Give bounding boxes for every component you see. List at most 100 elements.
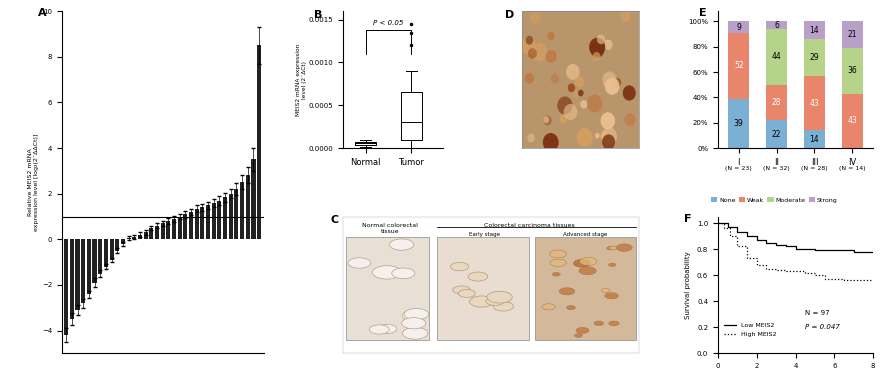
- Text: Early stage: Early stage: [469, 231, 500, 237]
- Bar: [223, 197, 228, 239]
- Circle shape: [613, 78, 621, 87]
- Circle shape: [605, 293, 618, 299]
- Circle shape: [527, 134, 534, 142]
- Circle shape: [609, 321, 619, 326]
- Bar: [228, 194, 233, 239]
- Bar: [109, 239, 114, 260]
- Bar: [70, 239, 74, 319]
- Circle shape: [624, 113, 636, 126]
- Circle shape: [617, 244, 632, 251]
- Bar: [804, 39, 825, 76]
- Bar: [235, 189, 238, 239]
- Circle shape: [487, 291, 512, 303]
- Circle shape: [451, 262, 468, 271]
- Circle shape: [530, 12, 541, 24]
- Text: 39: 39: [734, 119, 744, 128]
- Bar: [212, 203, 216, 239]
- Circle shape: [602, 134, 615, 150]
- Bar: [166, 221, 170, 239]
- Circle shape: [575, 76, 585, 87]
- Circle shape: [607, 246, 614, 250]
- Bar: [804, 76, 825, 130]
- Text: 21: 21: [848, 30, 857, 39]
- Text: A: A: [38, 8, 46, 18]
- Circle shape: [589, 38, 605, 57]
- Bar: [172, 219, 176, 239]
- Text: Colorectal carcinoma tissues: Colorectal carcinoma tissues: [484, 223, 575, 228]
- Text: (N = 28): (N = 28): [801, 166, 828, 171]
- Text: P < 0.05: P < 0.05: [373, 20, 404, 26]
- Circle shape: [602, 71, 617, 88]
- Circle shape: [602, 288, 610, 292]
- Circle shape: [401, 318, 426, 329]
- Bar: [766, 85, 787, 120]
- Bar: [149, 228, 153, 239]
- Circle shape: [459, 289, 475, 297]
- Circle shape: [605, 77, 619, 95]
- Circle shape: [576, 327, 589, 333]
- Circle shape: [348, 258, 370, 268]
- Circle shape: [620, 10, 631, 22]
- Circle shape: [452, 286, 470, 294]
- Text: N = 97: N = 97: [805, 310, 829, 316]
- Circle shape: [587, 94, 602, 112]
- Circle shape: [564, 104, 578, 120]
- Text: 28: 28: [772, 98, 781, 107]
- Bar: [842, 48, 863, 93]
- Bar: [155, 226, 159, 239]
- Circle shape: [392, 268, 415, 279]
- Bar: [766, 120, 787, 148]
- Bar: [81, 239, 86, 303]
- Text: Normal colorectal
tissue: Normal colorectal tissue: [362, 223, 418, 234]
- Circle shape: [548, 32, 555, 40]
- Circle shape: [577, 128, 593, 147]
- Bar: [144, 232, 148, 239]
- Text: E: E: [699, 9, 706, 19]
- Bar: [98, 239, 102, 273]
- Circle shape: [546, 50, 557, 63]
- Circle shape: [568, 83, 575, 92]
- Bar: [804, 130, 825, 148]
- Bar: [437, 237, 529, 340]
- Circle shape: [542, 133, 558, 152]
- Bar: [842, 93, 863, 148]
- Circle shape: [528, 48, 537, 59]
- Circle shape: [591, 42, 604, 58]
- Circle shape: [566, 305, 575, 310]
- Text: 43: 43: [848, 116, 857, 125]
- Bar: [206, 205, 210, 239]
- Circle shape: [602, 127, 617, 145]
- Text: B: B: [314, 10, 323, 20]
- Circle shape: [404, 308, 429, 320]
- Circle shape: [579, 257, 597, 266]
- Bar: [161, 223, 165, 239]
- Bar: [346, 237, 429, 340]
- Circle shape: [609, 246, 617, 250]
- Circle shape: [559, 115, 567, 124]
- Circle shape: [609, 263, 616, 266]
- Bar: [200, 207, 205, 239]
- Circle shape: [579, 267, 596, 275]
- Bar: [842, 21, 863, 48]
- Bar: [195, 209, 198, 239]
- Circle shape: [389, 239, 414, 250]
- Bar: [116, 239, 119, 251]
- Circle shape: [543, 116, 552, 126]
- Text: (N = 32): (N = 32): [763, 166, 790, 171]
- Text: Advanced stage: Advanced stage: [564, 231, 608, 237]
- Circle shape: [566, 64, 579, 80]
- Text: 36: 36: [848, 66, 857, 75]
- Circle shape: [594, 321, 603, 326]
- Bar: [240, 182, 244, 239]
- Circle shape: [578, 90, 584, 96]
- Circle shape: [469, 296, 494, 307]
- Circle shape: [601, 112, 615, 129]
- Circle shape: [468, 272, 488, 281]
- Circle shape: [593, 52, 601, 61]
- Bar: [86, 239, 91, 294]
- Bar: [138, 235, 142, 239]
- Text: (N = 23): (N = 23): [725, 166, 752, 171]
- Circle shape: [521, 37, 536, 55]
- Legend: None, Weak, Moderate, Strong: None, Weak, Moderate, Strong: [708, 195, 840, 206]
- Legend: Low MEIS2, High MEIS2: Low MEIS2, High MEIS2: [721, 320, 779, 339]
